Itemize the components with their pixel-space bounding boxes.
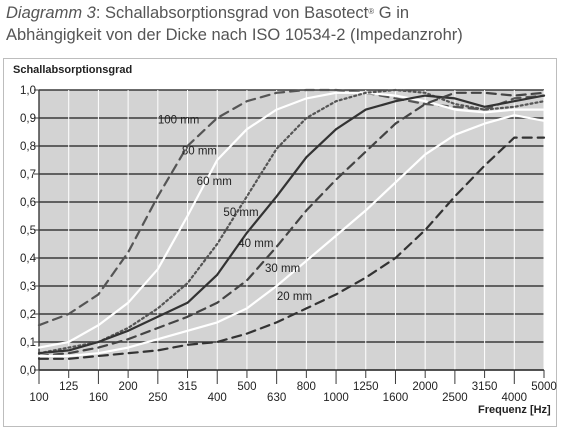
series-label: 80 mm: [182, 145, 217, 157]
series-line-80-mm: [37, 91, 546, 349]
x-tick-label: 200: [119, 381, 138, 393]
y-tick-label: 0,4: [20, 253, 37, 265]
series-line-40-mm: [37, 91, 546, 358]
x-tick-label: 5000: [531, 381, 557, 393]
series-line-60-mm: [37, 88, 546, 355]
chart-frame: [3, 58, 557, 427]
y-tick-label: 0,3: [20, 281, 36, 293]
x-tick-label: 1000: [323, 392, 349, 404]
series-label: 50 mm: [223, 207, 258, 219]
x-tick-label: 630: [267, 392, 286, 404]
x-tick-label: 250: [148, 392, 167, 404]
x-tick-label: 400: [208, 392, 227, 404]
series-line-50-mm: [37, 94, 546, 355]
series-label: 30 mm: [265, 263, 300, 275]
x-tick-label: 2500: [442, 392, 468, 404]
caption-title-part1: : Schallabsorptionsgrad von Basotect: [95, 4, 369, 22]
y-tick-label: 1,0: [20, 85, 36, 97]
chart-caption: Diagramm 3: Schallabsorptionsgrad von Ba…: [6, 2, 558, 46]
trademark-symbol: ®: [368, 7, 375, 16]
x-tick-label: 4000: [501, 392, 527, 404]
y-tick-label: 0,0: [20, 365, 36, 377]
x-tick-label: 1600: [383, 392, 409, 404]
x-tick-label: 315: [178, 381, 197, 393]
x-tick-label: 160: [89, 392, 108, 404]
x-tick-label: 1250: [353, 381, 379, 393]
y-axis-label: Schallabsorptionsgrad: [13, 64, 133, 76]
x-axis-label: Frequenz [Hz]: [478, 404, 551, 416]
y-tick-label: 0,9: [20, 113, 36, 125]
y-tick-label: 0,7: [20, 169, 36, 181]
y-tick-label: 0,1: [20, 337, 36, 349]
caption-label: Diagramm 3: [6, 4, 96, 22]
y-tick-label: 0,2: [20, 309, 36, 321]
x-tick-label: 125: [59, 381, 78, 393]
series-line-20-mm: [37, 136, 546, 360]
x-tick-label: 100: [29, 392, 48, 404]
series-line-100-mm: [37, 88, 546, 327]
y-tick-label: 0,5: [20, 225, 36, 237]
x-tick-label: 500: [237, 381, 256, 393]
x-tick-label: 2000: [412, 381, 438, 393]
y-tick-label: 0,8: [20, 141, 36, 153]
series-label: 40 mm: [238, 238, 273, 250]
x-tick-label: 3150: [472, 381, 498, 393]
x-tick-label: 800: [297, 381, 316, 393]
series-line-30-mm: [37, 114, 546, 358]
series-label: 100 mm: [158, 115, 200, 127]
caption-title-line2: Abhängigkeit von der Dicke nach ISO 1053…: [6, 26, 463, 44]
series-label: 20 mm: [277, 291, 312, 303]
caption-title-part2: G in: [374, 4, 410, 22]
y-tick-label: 0,6: [20, 197, 36, 209]
series-label: 60 mm: [197, 176, 232, 188]
